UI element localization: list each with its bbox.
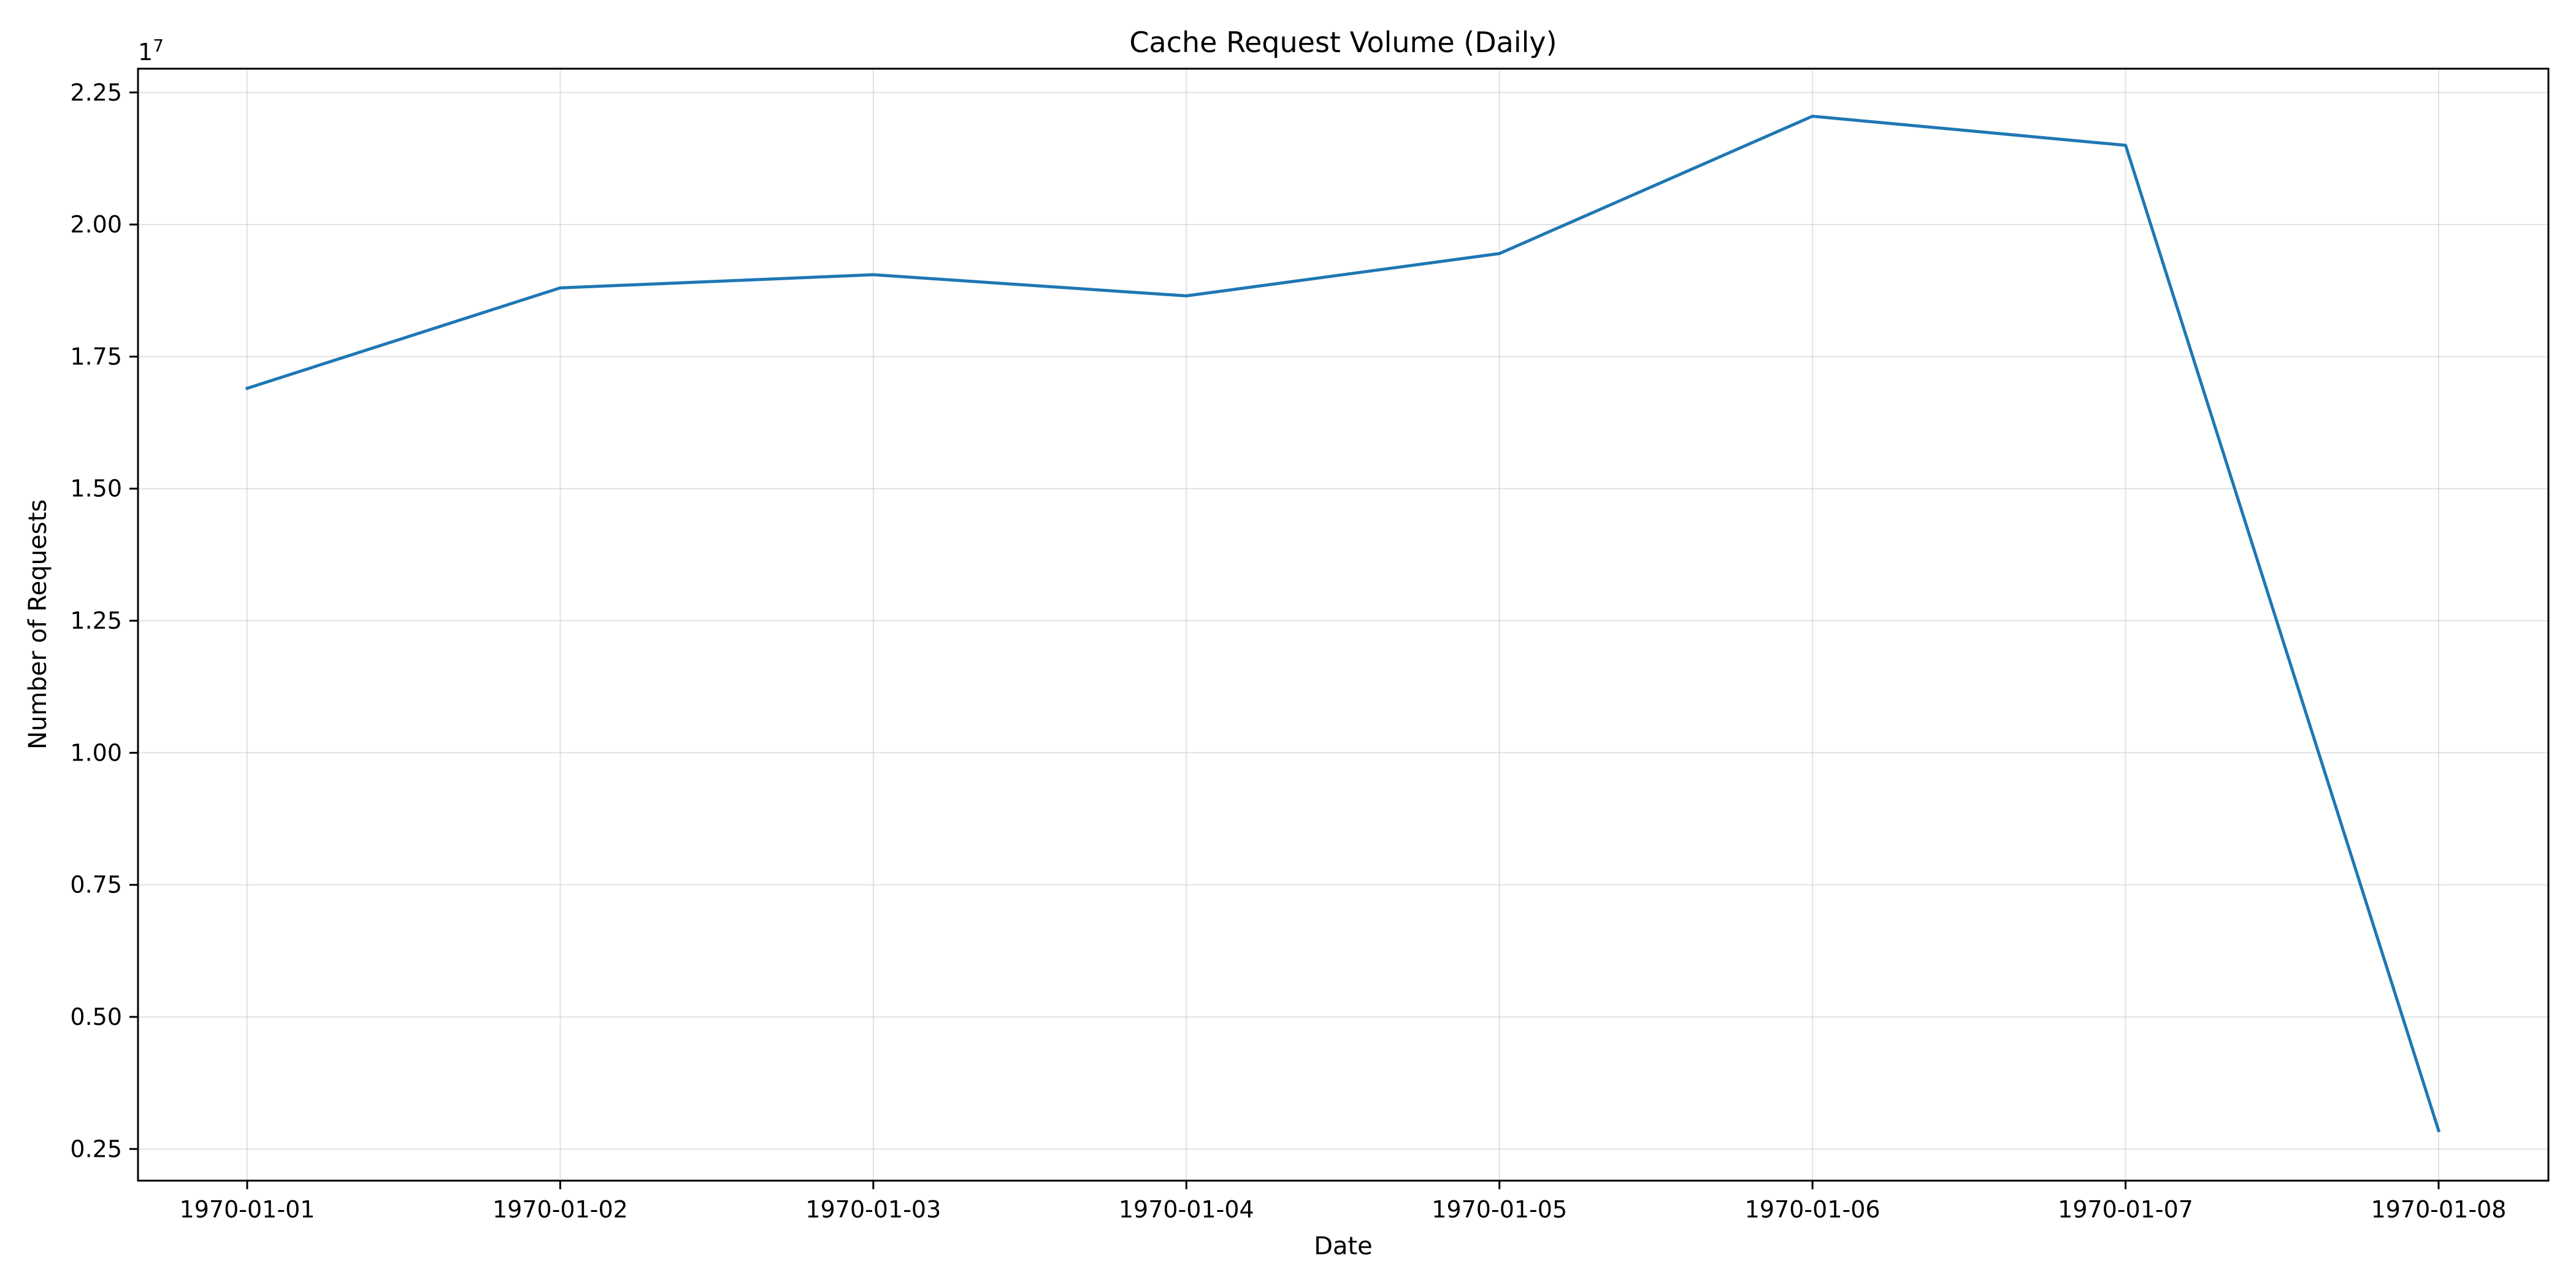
x-tick-label: 1970-01-07 xyxy=(2058,1196,2193,1223)
y-tick-label: 0.50 xyxy=(70,1003,122,1030)
y-tick-label: 1.25 xyxy=(70,607,122,634)
x-tick-label: 1970-01-08 xyxy=(2371,1196,2507,1223)
x-tick-label: 1970-01-03 xyxy=(805,1196,941,1223)
series-layer xyxy=(245,115,2441,1133)
x-axis-label: Date xyxy=(1314,1232,1373,1260)
y-tick-label: 2.00 xyxy=(70,211,122,238)
series-line xyxy=(245,115,2441,1133)
chart-title: Cache Request Volume (Daily) xyxy=(1129,26,1557,59)
x-tick-label: 1970-01-05 xyxy=(1432,1196,1567,1223)
y-axis-offset-label: 17 xyxy=(138,36,164,66)
y-tick-label: 0.75 xyxy=(70,872,122,899)
y-tick-label: 0.25 xyxy=(70,1135,122,1162)
y-tick-label: 2.25 xyxy=(70,79,122,106)
x-tick-label: 1970-01-04 xyxy=(1119,1196,1254,1223)
plot-frame xyxy=(137,67,2550,1182)
x-tick-label: 1970-01-06 xyxy=(1745,1196,1880,1223)
x-tick-label: 1970-01-01 xyxy=(180,1196,315,1223)
y-axis-label: Number of Requests xyxy=(24,499,52,749)
ticks: 1970-01-01 1970-01-02 1970-01-03 1970-01-04… xyxy=(70,79,2506,1223)
y-tick-label: 1.00 xyxy=(70,739,122,766)
y-tick-label: 1.75 xyxy=(70,343,122,370)
y-tick-label: 1.50 xyxy=(70,475,122,502)
grid xyxy=(138,69,2548,1181)
x-tick-label: 1970-01-02 xyxy=(493,1196,628,1223)
